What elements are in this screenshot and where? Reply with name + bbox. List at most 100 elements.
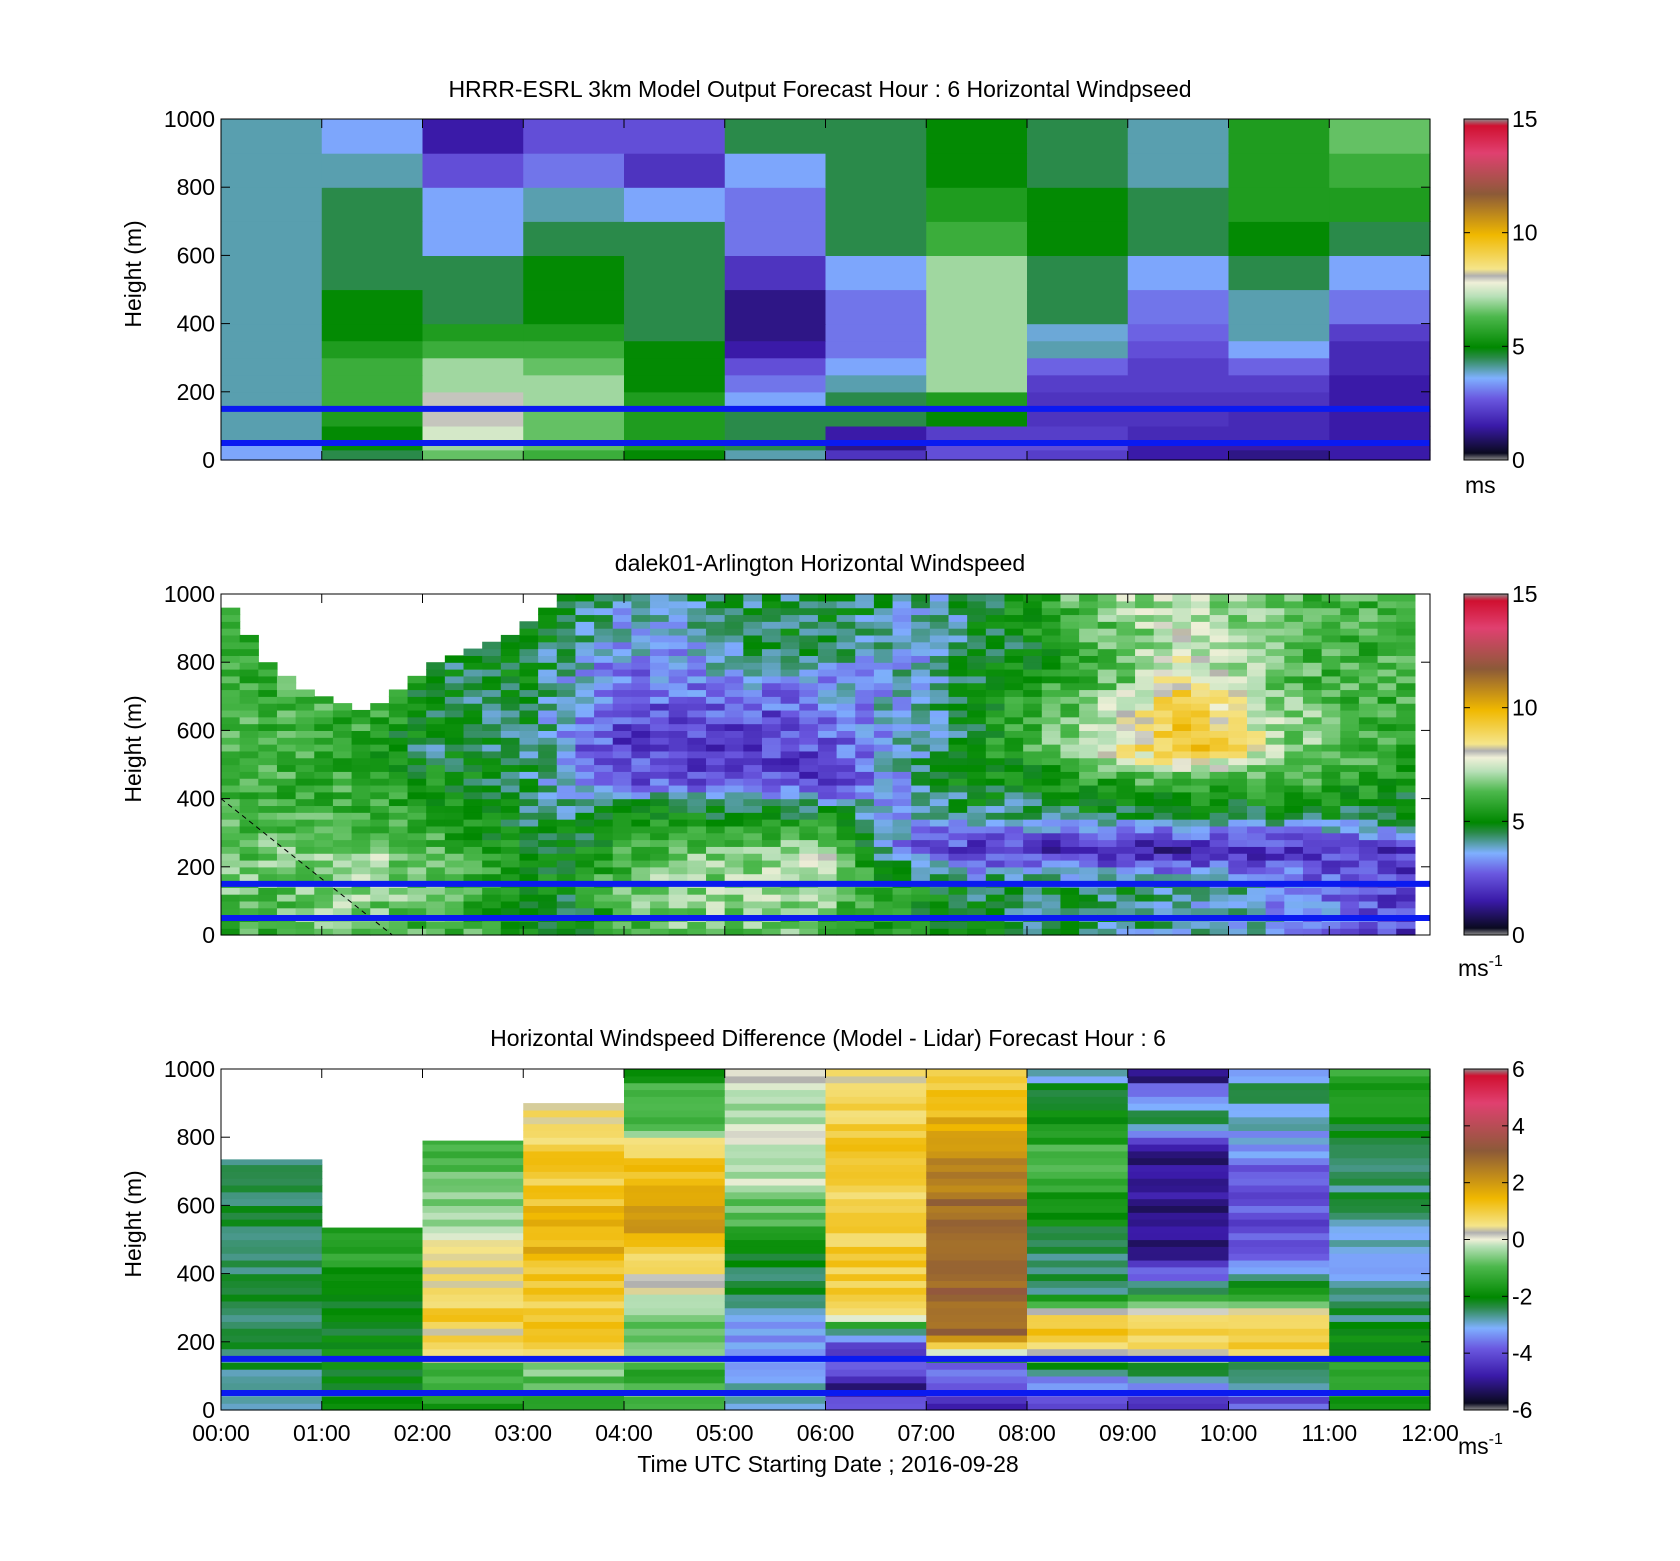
heatmap-cell [624, 1328, 726, 1336]
heatmap-cell [724, 1164, 827, 1172]
heatmap-cell [332, 798, 353, 807]
heatmap-cell [463, 669, 483, 677]
heatmap-cell [1228, 894, 1248, 902]
heatmap-cell [276, 928, 297, 936]
heatmap-cell [1228, 1239, 1330, 1247]
heatmap-cell [1228, 675, 1248, 684]
heatmap-cell [1321, 839, 1341, 847]
heatmap-cell [926, 1116, 1028, 1125]
heatmap-cell [556, 614, 577, 622]
heatmap-cell [967, 723, 987, 731]
heatmap-cell [687, 730, 707, 738]
heatmap-cell [1284, 832, 1304, 841]
heatmap-cell [873, 859, 894, 868]
heatmap-cell [1329, 1089, 1431, 1097]
heatmap-cell [1135, 648, 1155, 656]
heatmap-cell [985, 594, 1006, 602]
heatmap-cell [523, 408, 625, 427]
heatmap-cell [1247, 600, 1267, 609]
heatmap-cell [631, 900, 651, 909]
heatmap-cell [575, 655, 595, 663]
heatmap-cell [1097, 873, 1118, 882]
heatmap-cell [985, 812, 1006, 820]
heatmap-cell [1329, 1191, 1431, 1200]
heatmap-cell [1329, 1287, 1431, 1295]
heatmap-cell [1358, 873, 1379, 882]
heatmap-cell [926, 1396, 1028, 1404]
heatmap-cell [594, 791, 614, 800]
heatmap-cell [817, 723, 838, 731]
heatmap-cell [892, 600, 912, 609]
heatmap-cell [1340, 791, 1360, 800]
heatmap-cell [926, 1253, 1028, 1261]
heatmap-cell [817, 839, 838, 847]
heatmap-cell [911, 655, 931, 663]
heatmap-cell [1023, 825, 1043, 834]
heatmap-cell [1302, 921, 1323, 929]
heatmap-cell [444, 798, 465, 807]
heatmap-cell [1340, 798, 1360, 807]
heatmap-cell [1228, 634, 1248, 643]
heatmap-cell [1247, 853, 1267, 861]
colorbar-tick-label: 15 [1512, 581, 1538, 607]
heatmap-cell [911, 737, 931, 745]
heatmap-cell [500, 648, 521, 656]
heatmap-cell [314, 737, 334, 745]
heatmap-cell [1302, 832, 1323, 841]
heatmap-cell [929, 819, 950, 827]
heatmap-cell [407, 750, 427, 759]
heatmap-cell [855, 709, 875, 718]
heatmap-cell [321, 1307, 424, 1316]
heatmap-cell [239, 784, 259, 793]
heatmap-cell [911, 873, 931, 882]
heatmap-cell [761, 607, 782, 616]
heatmap-cell [873, 750, 894, 759]
heatmap-cell [1191, 648, 1211, 656]
heatmap-cell [650, 866, 670, 875]
heatmap-cell [1247, 771, 1267, 779]
heatmap-cell [1172, 812, 1192, 820]
heatmap-cell [967, 703, 987, 711]
heatmap-cell [967, 812, 987, 820]
heatmap-cell [1127, 425, 1230, 441]
heatmap-cell [1153, 709, 1173, 718]
heatmap-cell [422, 289, 524, 325]
heatmap-cell [221, 798, 241, 807]
heatmap-cell [687, 628, 707, 636]
heatmap-cell [926, 449, 1028, 461]
heatmap-cell [482, 648, 502, 656]
heatmap-cell [444, 839, 465, 847]
heatmap-cell [761, 798, 782, 807]
heatmap-cell [1097, 921, 1118, 929]
heatmap-cell [1358, 709, 1379, 718]
heatmap-cell [624, 1375, 726, 1384]
heatmap-cell [1191, 682, 1211, 691]
heatmap-cell [221, 1171, 323, 1179]
heatmap-cell [650, 744, 670, 752]
heatmap-cell [1302, 614, 1323, 622]
heatmap-cell [926, 1225, 1028, 1234]
heatmap-cell [422, 153, 524, 188]
heatmap-cell [575, 621, 595, 629]
heatmap-cell [825, 1103, 927, 1111]
heatmap-cell [1027, 1239, 1129, 1247]
heatmap-cell [668, 791, 688, 800]
heatmap-cell [1023, 682, 1043, 691]
heatmap-cell [743, 648, 763, 656]
heatmap-cell [1321, 757, 1341, 766]
heatmap-cell [1172, 600, 1192, 609]
heatmap-cell [295, 846, 315, 854]
heatmap-cell [1396, 628, 1416, 636]
heatmap-cell [724, 1069, 827, 1077]
heatmap-cell [221, 805, 241, 813]
heatmap-cell [624, 1300, 726, 1309]
heatmap-cell [239, 750, 259, 759]
heatmap-cell [631, 839, 651, 847]
heatmap-cell [892, 737, 912, 745]
heatmap-cell [523, 357, 625, 376]
heatmap-cell [463, 791, 483, 800]
heatmap-cell [724, 1103, 827, 1111]
heatmap-cell [1116, 832, 1136, 841]
heatmap-cell [817, 600, 838, 609]
heatmap-cell [668, 730, 688, 738]
